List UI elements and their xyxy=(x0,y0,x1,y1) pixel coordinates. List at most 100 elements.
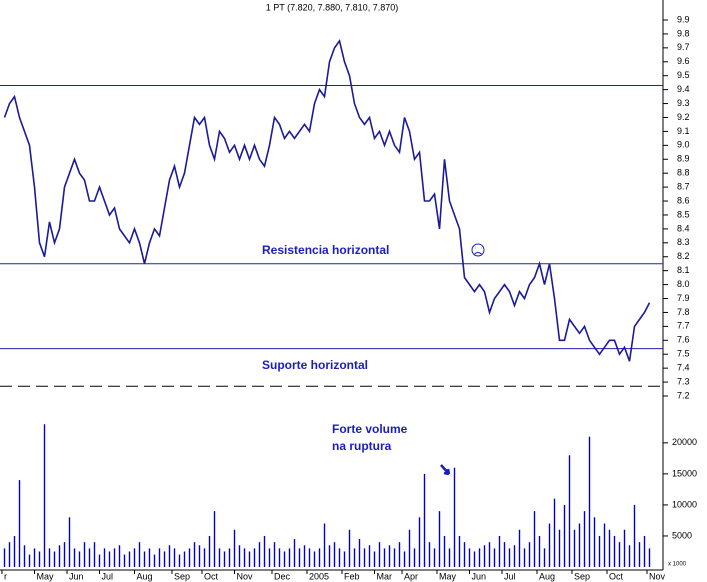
volume-bar xyxy=(68,517,71,567)
volume-bar xyxy=(398,542,401,567)
volume-bar xyxy=(643,535,646,567)
volume-bar xyxy=(198,545,201,567)
volume-bar xyxy=(138,542,141,567)
y-tick-label: 7.6 xyxy=(677,335,690,345)
volume-bar xyxy=(543,548,546,567)
volume-bar xyxy=(548,523,551,567)
y-tick-label: 8.7 xyxy=(677,181,690,191)
y-tick-label: 9.3 xyxy=(677,98,690,108)
y-tick-label: 7.2 xyxy=(677,390,690,400)
volume-bar xyxy=(333,542,336,567)
volume-bar xyxy=(113,548,116,567)
volume-bar xyxy=(388,545,391,567)
volume-bar xyxy=(338,548,341,567)
volume-bar xyxy=(538,535,541,567)
annotation: na ruptura xyxy=(332,439,392,453)
volume-bar xyxy=(18,480,21,567)
x-tick-label: Nov xyxy=(649,571,666,581)
volume-bar xyxy=(258,542,261,567)
volume-bar xyxy=(63,542,66,567)
y-tick-label: 7.7 xyxy=(677,321,690,331)
volume-bar xyxy=(358,539,361,567)
volume-bar xyxy=(188,548,191,567)
volume-bar xyxy=(278,548,281,567)
annotation: Resistencia horizontal xyxy=(262,243,389,257)
y-tick-label: 9.2 xyxy=(677,112,690,122)
volume-bar xyxy=(8,542,11,567)
volume-bar xyxy=(268,548,271,567)
volume-bar xyxy=(313,551,316,567)
volume-bar xyxy=(243,548,246,567)
y-tick-label: 8.4 xyxy=(677,223,690,233)
volume-bar xyxy=(503,542,506,567)
y-tick-label: 9.5 xyxy=(677,70,690,80)
volume-bar xyxy=(123,554,126,567)
volume-bar xyxy=(28,554,31,567)
volume-bar xyxy=(528,542,531,567)
volume-bar xyxy=(118,545,121,567)
volume-bar xyxy=(568,455,571,567)
volume-bar xyxy=(308,548,311,567)
volume-bar xyxy=(168,545,171,567)
volume-bar xyxy=(473,551,476,567)
volume-bar xyxy=(303,545,306,567)
y-tick-label: 9.1 xyxy=(677,126,690,136)
volume-bar xyxy=(598,535,601,567)
y-tick-label: 9.8 xyxy=(677,28,690,38)
volume-bar xyxy=(213,511,216,567)
y-tick-label: 8.5 xyxy=(677,209,690,219)
y-tick-label: 7.4 xyxy=(677,363,690,373)
y-tick-label: 8.8 xyxy=(677,168,690,178)
volume-bar xyxy=(103,548,106,567)
x-tick-label: May xyxy=(439,571,457,581)
volume-bar xyxy=(373,551,376,567)
volume-bar xyxy=(393,548,396,567)
x-tick-label: Feb xyxy=(344,571,360,581)
price-line xyxy=(3,39,651,362)
volume-bar xyxy=(328,545,331,567)
volume-bar xyxy=(613,535,616,567)
volume-bar xyxy=(628,545,631,567)
volume-bar xyxy=(403,551,406,567)
annotation: Forte volume xyxy=(332,422,408,436)
volume-bar xyxy=(153,554,156,567)
y-tick-label: 9.4 xyxy=(677,84,690,94)
volume-bar xyxy=(108,551,111,567)
y-tick-label: 8.3 xyxy=(677,237,690,247)
volume-bar xyxy=(558,529,561,567)
y-tick-label: 8.1 xyxy=(677,265,690,275)
arrow xyxy=(440,464,451,476)
x-tick-label: Oct xyxy=(609,571,624,581)
volume-bar xyxy=(458,535,461,567)
chart-title: 1 PT (7.820, 7.880, 7.810, 7.870) xyxy=(266,2,398,12)
volume-bar xyxy=(608,529,611,567)
volume-bar xyxy=(593,517,596,567)
volume-bar xyxy=(583,511,586,567)
x-tick-label: Sep xyxy=(574,571,590,581)
x-tick-label: Mar xyxy=(377,571,393,581)
volume-bar xyxy=(493,548,496,567)
volume-bar xyxy=(38,551,41,567)
volume-unit: x 1000 xyxy=(668,562,687,568)
volume-bar xyxy=(78,551,81,567)
y-tick-label: 7.8 xyxy=(677,307,690,317)
volume-bar xyxy=(433,548,436,567)
volume-tick-label: 5000 xyxy=(672,530,692,540)
volume-bar xyxy=(193,542,196,567)
volume-bar xyxy=(293,539,296,567)
x-tick-label: 2005 xyxy=(309,571,329,581)
volume-bar xyxy=(158,548,161,567)
volume-bar xyxy=(283,551,286,567)
y-tick-label: 8.6 xyxy=(677,195,690,205)
volume-bar xyxy=(273,542,276,567)
x-tick-label: Jul xyxy=(102,571,114,581)
volume-bar xyxy=(23,545,26,567)
volume-bar xyxy=(88,548,91,567)
volume-bar xyxy=(478,548,481,567)
volume-bar xyxy=(253,548,256,567)
sad-face xyxy=(471,243,485,257)
volume-tick-label: 15000 xyxy=(672,468,697,478)
volume-bar xyxy=(43,424,46,567)
volume-bar xyxy=(223,551,226,567)
